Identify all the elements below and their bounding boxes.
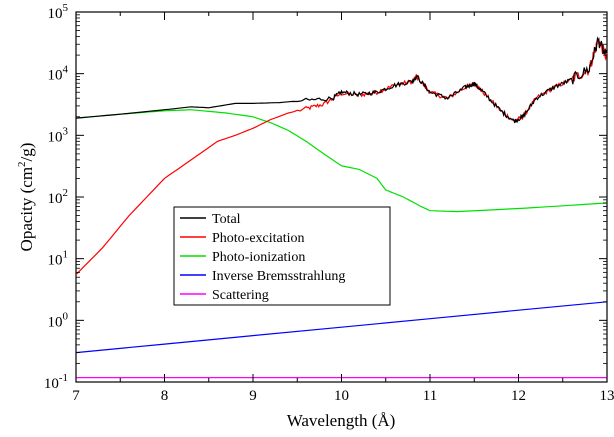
x-tick-label: 7	[72, 388, 80, 404]
legend-entry: Scattering	[212, 288, 269, 303]
y-tick-label: 104	[48, 64, 69, 84]
series-line-photo-ionization	[75, 109, 608, 213]
x-tick-label: 10	[334, 388, 349, 404]
x-axis-ticks: 7 8 9 10 11 12 13	[72, 12, 614, 404]
x-axis-label: Wavelength (Å)	[287, 411, 396, 430]
y-axis-ticks: 10-1 100 101 102 103 104 105	[44, 2, 607, 392]
legend-box	[173, 206, 391, 306]
y-axis-label: Opacity (cm2/g)	[16, 143, 36, 252]
legend-entry: Total	[212, 212, 241, 227]
legend-entry: Photo-ionization	[212, 250, 305, 265]
y-tick-label: 103	[48, 125, 69, 145]
x-tick-label: 9	[249, 388, 257, 404]
y-tick-label: 105	[48, 2, 69, 22]
y-tick-label: 102	[48, 187, 69, 207]
y-tick-label: 100	[48, 310, 69, 330]
x-tick-label: 8	[161, 388, 169, 404]
legend: Total Photo-excitation Photo-ionization Inv…	[173, 206, 391, 306]
series-line-inverse-bremsstrahlung	[75, 301, 608, 354]
legend-entry: Photo-excitation	[212, 231, 305, 246]
plot-frame	[75, 11, 608, 383]
x-tick-label: 13	[600, 388, 614, 404]
series-line-total	[75, 36, 608, 124]
y-tick-label: 101	[48, 249, 69, 269]
x-tick-label: 11	[423, 388, 437, 404]
x-tick-label: 12	[511, 388, 526, 404]
y-tick-label: 10-1	[44, 372, 68, 392]
legend-entry: Inverse Bremsstrahlung	[212, 269, 345, 284]
series-line-photo-excitation	[75, 38, 608, 276]
